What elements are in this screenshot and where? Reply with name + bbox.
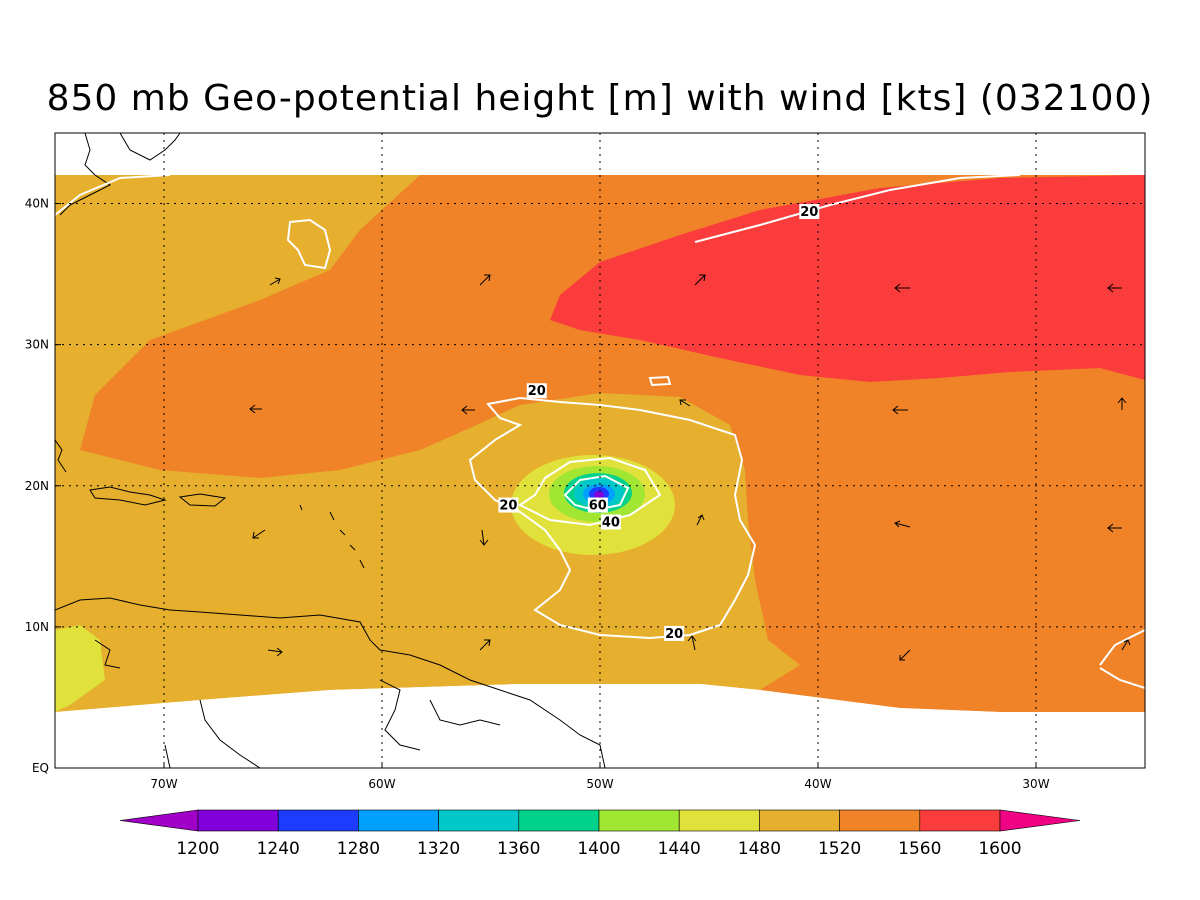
contour-label-text: 20 <box>499 499 517 514</box>
field-1240 <box>594 491 604 499</box>
colorbar-swatch <box>759 809 840 832</box>
contour-label: 20 <box>664 625 685 642</box>
lon-tick-label: 50W <box>586 777 613 791</box>
colorbar-swatch <box>277 809 359 832</box>
colorbar: 1200 1240 1280 1320 1360 1400 1440 1480 1520 1560… <box>119 809 1081 859</box>
colorbar-level-label: 1560 <box>898 839 941 859</box>
colorbar-level-label: 1280 <box>337 839 380 859</box>
lat-tick-label: 20N <box>25 479 49 493</box>
contour-label-bg <box>799 204 820 220</box>
colorbar-swatch <box>598 809 680 832</box>
colorbar-level-label: 1320 <box>417 839 460 859</box>
contour-label-text: 40 <box>602 515 620 530</box>
lon-tick-label: 30W <box>1022 777 1049 791</box>
lon-tick-label: 40W <box>804 777 831 791</box>
contour-label: 20 <box>799 204 820 220</box>
contour-label-text: 20 <box>528 384 546 399</box>
colorbar-swatch <box>438 809 520 832</box>
contour-label: 20 <box>498 497 519 514</box>
contour-label-bg <box>587 497 608 513</box>
lat-tick-label: 40N <box>25 197 49 211</box>
colorbar-level-label: 1360 <box>497 839 540 859</box>
coastlines <box>55 133 606 768</box>
contour-label-bg <box>664 625 685 641</box>
colorbar-level-label: 1200 <box>176 839 219 859</box>
lat-tick-label: EQ <box>32 761 49 775</box>
colorbar-swatch <box>678 809 760 832</box>
contour-label: 20 <box>526 383 547 399</box>
field-1480-west <box>55 625 105 712</box>
contour-label-text: 20 <box>665 627 683 642</box>
colorbar-swatch <box>518 809 600 832</box>
field-1600 <box>550 175 1145 382</box>
contour-label-text: 60 <box>589 499 607 514</box>
colorbar-swatch <box>197 809 279 832</box>
contour-label-text: 20 <box>800 205 818 220</box>
wind-vectors <box>249 274 1131 661</box>
contour-label-bg <box>600 514 621 530</box>
lon-tick-label: 70W <box>150 777 177 791</box>
lat-tick-label: 10N <box>25 620 49 634</box>
colorbar-level-label: 1480 <box>738 839 781 859</box>
lat-tick-label: 30N <box>25 338 49 352</box>
colorbar-swatch <box>919 809 1001 832</box>
colorbar-level-label: 1240 <box>257 839 300 859</box>
colorbar-level-label: 1400 <box>577 839 620 859</box>
contour-label: 60 <box>587 497 608 514</box>
latitude-axis: EQ 10N 20N 30N 40N <box>25 197 49 775</box>
nodata-south <box>55 684 1145 768</box>
colorbar-level-label: 1600 <box>978 839 1021 859</box>
lon-tick-label: 60W <box>368 777 395 791</box>
map-frame <box>54 132 1146 769</box>
colorbar-max-arrow <box>999 809 1081 832</box>
map-plot-area <box>55 133 1145 768</box>
map-grid <box>55 133 1145 769</box>
wind-contours <box>55 174 1145 689</box>
contour-label-bg <box>526 383 547 399</box>
page-title: 850 mb Geo-potential height [m] with win… <box>46 78 1154 119</box>
longitude-axis: 70W 60W 50W 40W 30W <box>150 777 1049 791</box>
colorbar-level-label: 1440 <box>658 839 701 859</box>
colorbar-min-arrow <box>119 809 199 832</box>
colorbar-swatch <box>839 809 921 832</box>
colorbar-swatch <box>358 809 439 832</box>
contour-label-bg <box>498 497 519 513</box>
contour-label: 40 <box>600 514 621 530</box>
colorbar-level-label: 1520 <box>818 839 861 859</box>
